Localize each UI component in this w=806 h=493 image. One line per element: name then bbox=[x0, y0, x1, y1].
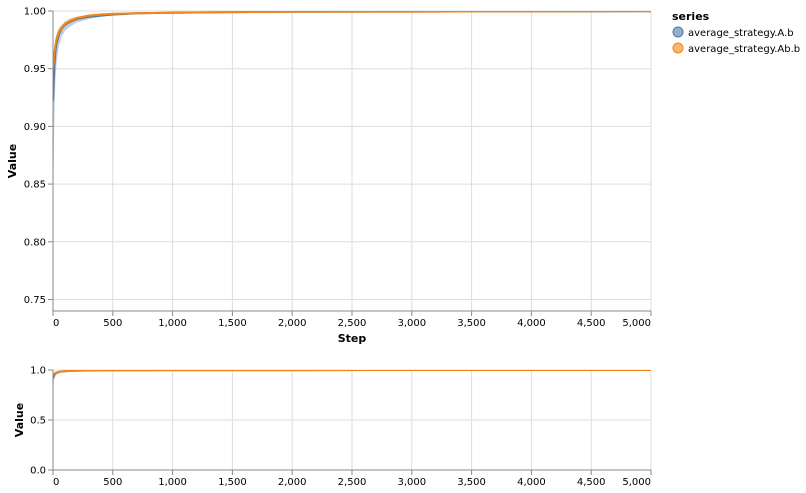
overview-x-tick-label-10: 5,000 bbox=[622, 477, 651, 488]
main-y-tick-label-2: 0.85 bbox=[24, 180, 46, 191]
main-x-tick-label-5: 2,500 bbox=[338, 318, 367, 329]
overview-grid bbox=[52, 369, 652, 471]
overview-x-tick-label-2: 1,000 bbox=[158, 477, 187, 488]
overview-y-tick-label-1: 0.5 bbox=[30, 416, 46, 427]
main-y-axis-title: Value bbox=[6, 144, 19, 178]
main-x-tick-label-9: 4,500 bbox=[577, 318, 606, 329]
overview-x-tick-label-9: 4,500 bbox=[577, 477, 606, 488]
main-line-1 bbox=[53, 11, 651, 69]
overview-line-1 bbox=[53, 370, 651, 376]
main-series-group bbox=[53, 11, 651, 242]
legend: series average_strategy.A.b average_stra… bbox=[672, 10, 800, 55]
main-x-tick-label-3: 1,500 bbox=[218, 318, 247, 329]
main-grid bbox=[52, 10, 652, 311]
overview-x-tick-label-8: 4,000 bbox=[517, 477, 546, 488]
main-chart: 0 500 1,000 1,500 2,000 2,500 3,000 3,500 4,000 4… bbox=[6, 7, 652, 345]
legend-item-1[interactable]: average_strategy.Ab.b bbox=[672, 42, 800, 55]
legend-item-0[interactable]: average_strategy.A.b bbox=[672, 26, 794, 39]
main-y-tick-label-5: 1.00 bbox=[24, 7, 46, 18]
main-x-tick-label-2: 1,000 bbox=[158, 318, 187, 329]
main-marks bbox=[53, 11, 651, 242]
overview-x-tick-label-6: 3,000 bbox=[397, 477, 426, 488]
overview-x-tick-label-3: 1,500 bbox=[218, 477, 247, 488]
overview-x-tick-label-4: 2,000 bbox=[278, 477, 307, 488]
main-y-tick-label-0: 0.75 bbox=[24, 295, 46, 306]
main-y-tick-label-3: 0.90 bbox=[24, 122, 46, 133]
legend-symbol-0 bbox=[672, 26, 684, 38]
main-x-tick-label-7: 3,500 bbox=[457, 318, 486, 329]
main-axes: 0 500 1,000 1,500 2,000 2,500 3,000 3,500 4,000 4… bbox=[24, 7, 652, 329]
overview-y-tick-label-0: 0.0 bbox=[30, 466, 46, 477]
main-x-tick-label-6: 3,000 bbox=[397, 318, 426, 329]
overview-x-tick-label-5: 2,500 bbox=[338, 477, 367, 488]
overview-x-tick-label-7: 3,500 bbox=[457, 477, 486, 488]
main-x-tick-label-4: 2,000 bbox=[278, 318, 307, 329]
overview-x-tick-label-0: 0 bbox=[53, 477, 59, 488]
legend-label-0: average_strategy.A.b bbox=[688, 28, 794, 39]
main-x-tick-label-8: 4,000 bbox=[517, 318, 546, 329]
main-x-tick-label-0: 0 bbox=[53, 318, 59, 329]
overview-series-group bbox=[53, 370, 651, 390]
main-y-tick-label-4: 0.95 bbox=[24, 64, 46, 75]
legend-title: series bbox=[672, 10, 710, 23]
legend-symbol-1 bbox=[672, 42, 684, 54]
main-x-tick-label-10: 5,000 bbox=[622, 318, 651, 329]
overview-chart: 0 500 1,000 1,500 2,000 2,500 3,000 3,500 4,000 4… bbox=[13, 366, 652, 488]
overview-y-tick-label-2: 1.0 bbox=[30, 366, 46, 377]
main-x-axis-title: Step bbox=[338, 332, 367, 345]
overview-x-tick-label-1: 500 bbox=[103, 477, 122, 488]
overview-marks bbox=[53, 370, 651, 390]
overview-y-axis-title: Value bbox=[13, 403, 26, 437]
overview-axes: 0 500 1,000 1,500 2,000 2,500 3,000 3,500 4,000 4… bbox=[30, 366, 652, 488]
legend-label-1: average_strategy.Ab.b bbox=[688, 44, 800, 55]
main-y-tick-label-1: 0.80 bbox=[24, 237, 46, 248]
main-x-tick-label-1: 500 bbox=[103, 318, 122, 329]
